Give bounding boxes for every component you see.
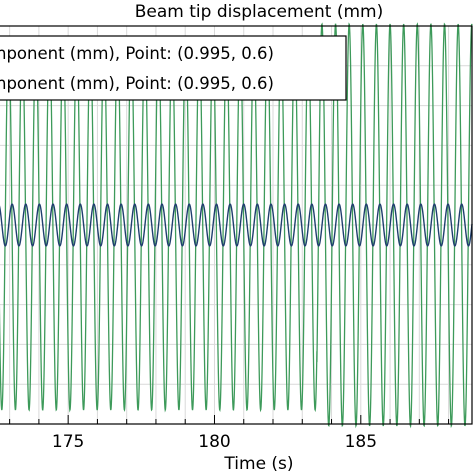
legend-entry-2: nponent (mm), Point: (0.995, 0.6) [0, 74, 274, 93]
legend-box [0, 35, 347, 101]
x-tick-label: 185 [345, 432, 377, 452]
series-layer [0, 22, 473, 429]
x-tick-label: 175 [52, 432, 84, 452]
x-ticks: 175 180 185 [9, 415, 450, 452]
chart-title: Beam tip displacement (mm) [135, 2, 383, 22]
series-line-1 [0, 22, 473, 429]
legend: nponent (mm), Point: (0.995, 0.6) nponen… [0, 35, 347, 101]
series-line-2 [0, 203, 473, 247]
legend-entry-1: nponent (mm), Point: (0.995, 0.6) [0, 44, 274, 63]
x-axis-label: Time (s) [223, 454, 293, 474]
plot-frame [0, 25, 473, 425]
x-tick-label: 180 [198, 432, 230, 452]
